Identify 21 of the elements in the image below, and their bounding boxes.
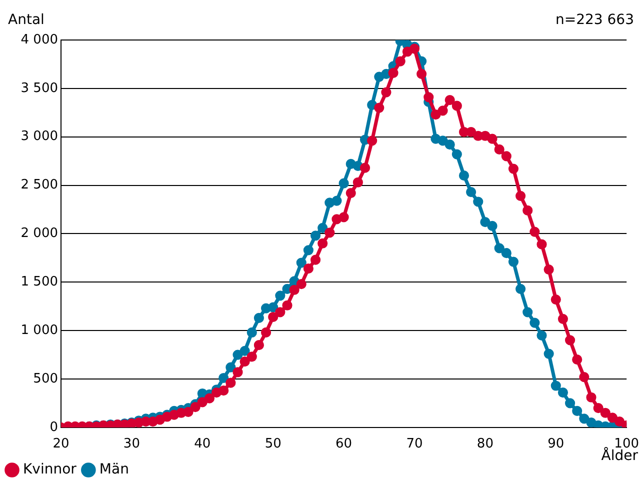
x-tick-label: 20 bbox=[52, 436, 70, 452]
y-tick-label: 4 000 bbox=[20, 32, 58, 48]
x-tick-label: 60 bbox=[336, 436, 352, 452]
y-tick-label: 3 500 bbox=[20, 80, 58, 96]
x-tick-label: 40 bbox=[194, 436, 211, 452]
y-tick-label: 1 500 bbox=[20, 274, 58, 290]
y-tick-label: 500 bbox=[33, 371, 58, 386]
y-tick-label: 0 bbox=[50, 420, 58, 435]
legend-label: Kvinnor bbox=[23, 462, 77, 478]
y-tick-label: 1 000 bbox=[20, 322, 58, 338]
x-tick-label: 50 bbox=[264, 436, 282, 452]
x-tick-label: 70 bbox=[406, 436, 423, 452]
y-tick-label: 3 000 bbox=[20, 129, 58, 144]
y-axis-title: Antal bbox=[8, 12, 44, 28]
y-tick-label: 2 000 bbox=[20, 226, 58, 242]
x-tick-label: 80 bbox=[476, 436, 494, 452]
y-tick-label: 2 500 bbox=[20, 178, 58, 193]
legend-label: Män bbox=[99, 462, 129, 478]
text: n=223 663 bbox=[556, 12, 634, 28]
x-tick-label: 90 bbox=[548, 436, 564, 452]
x-tick-label: 30 bbox=[123, 436, 140, 452]
